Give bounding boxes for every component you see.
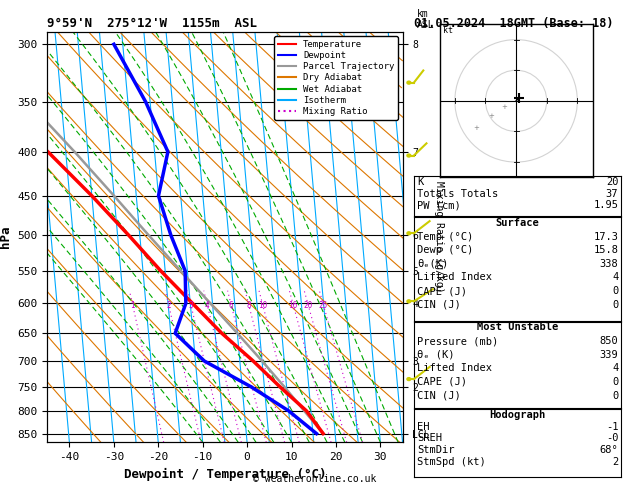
Text: +: + — [489, 113, 494, 119]
Text: CIN (J): CIN (J) — [417, 391, 461, 400]
Text: 4: 4 — [204, 301, 209, 311]
Text: 2: 2 — [612, 457, 618, 467]
Text: Temp (°C): Temp (°C) — [417, 232, 473, 242]
Text: 6: 6 — [228, 301, 233, 311]
Text: Dewp (°C): Dewp (°C) — [417, 245, 473, 255]
Legend: Temperature, Dewpoint, Parcel Trajectory, Dry Adiabat, Wet Adiabat, Isotherm, Mi: Temperature, Dewpoint, Parcel Trajectory… — [274, 36, 398, 120]
Text: 10: 10 — [258, 301, 267, 311]
Text: Hodograph: Hodograph — [489, 410, 546, 420]
Text: 2: 2 — [166, 301, 170, 311]
Text: 15.8: 15.8 — [593, 245, 618, 255]
Text: 8: 8 — [246, 301, 251, 311]
Text: -0: -0 — [606, 434, 618, 443]
Text: 1: 1 — [130, 301, 135, 311]
Text: K: K — [417, 177, 423, 187]
Y-axis label: Mixing Ratio (g/kg): Mixing Ratio (g/kg) — [434, 181, 444, 293]
Text: kt: kt — [443, 26, 453, 35]
Text: 0: 0 — [612, 391, 618, 400]
Text: 3: 3 — [188, 301, 193, 311]
Text: © weatheronline.co.uk: © weatheronline.co.uk — [253, 473, 376, 484]
Text: km
ASL: km ASL — [417, 9, 435, 30]
Text: Surface: Surface — [496, 218, 540, 228]
Text: CAPE (J): CAPE (J) — [417, 377, 467, 387]
Text: 850: 850 — [599, 336, 618, 346]
Text: PW (cm): PW (cm) — [417, 201, 461, 210]
Text: SREH: SREH — [417, 434, 442, 443]
Text: StmSpd (kt): StmSpd (kt) — [417, 457, 486, 467]
Text: θₑ(K): θₑ(K) — [417, 259, 448, 269]
Text: +: + — [474, 125, 479, 131]
Text: Lifted Index: Lifted Index — [417, 364, 492, 373]
Text: StmDir: StmDir — [417, 445, 455, 455]
Text: Totals Totals: Totals Totals — [417, 189, 498, 199]
Text: θₑ (K): θₑ (K) — [417, 350, 455, 360]
Text: 20: 20 — [606, 177, 618, 187]
Text: 9°59'N  275°12'W  1155m  ASL: 9°59'N 275°12'W 1155m ASL — [47, 17, 257, 31]
Text: 68°: 68° — [599, 445, 618, 455]
Text: Lifted Index: Lifted Index — [417, 273, 492, 282]
Text: 0: 0 — [612, 377, 618, 387]
Text: Most Unstable: Most Unstable — [477, 323, 559, 332]
Text: CIN (J): CIN (J) — [417, 300, 461, 310]
Text: 17.3: 17.3 — [593, 232, 618, 242]
Y-axis label: hPa: hPa — [0, 226, 12, 248]
Text: 20: 20 — [303, 301, 313, 311]
Text: Pressure (mb): Pressure (mb) — [417, 336, 498, 346]
Text: 4: 4 — [612, 364, 618, 373]
Text: 338: 338 — [599, 259, 618, 269]
Text: 339: 339 — [599, 350, 618, 360]
Text: -1: -1 — [606, 422, 618, 432]
Text: 1.95: 1.95 — [593, 201, 618, 210]
Text: 0: 0 — [612, 300, 618, 310]
Text: 25: 25 — [318, 301, 328, 311]
Text: 4: 4 — [612, 273, 618, 282]
Text: EH: EH — [417, 422, 430, 432]
X-axis label: Dewpoint / Temperature (°C): Dewpoint / Temperature (°C) — [124, 468, 326, 481]
Text: 16: 16 — [288, 301, 298, 311]
Text: +: + — [501, 104, 507, 110]
Text: 37: 37 — [606, 189, 618, 199]
Text: CAPE (J): CAPE (J) — [417, 286, 467, 296]
Text: 0: 0 — [612, 286, 618, 296]
Text: 01.05.2024  18GMT (Base: 18): 01.05.2024 18GMT (Base: 18) — [414, 17, 613, 30]
